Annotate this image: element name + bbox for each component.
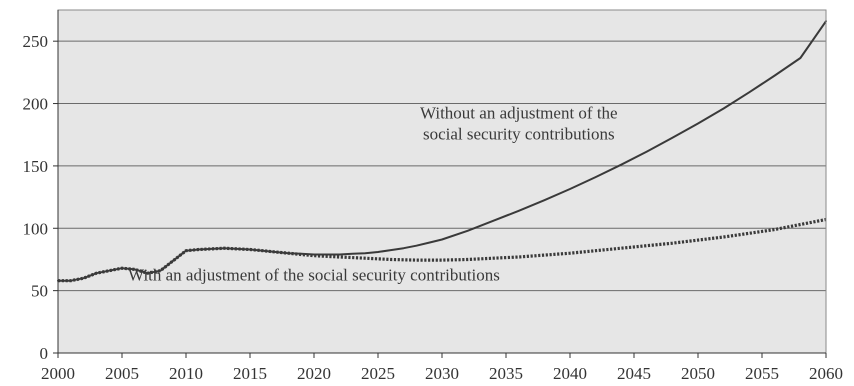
x-tick-label-2010: 2010 <box>169 364 203 383</box>
y-tick-label-100: 100 <box>23 219 49 238</box>
y-tick-label-0: 0 <box>40 344 49 363</box>
y-tick-label-150: 150 <box>23 157 49 176</box>
x-tick-label-2040: 2040 <box>553 364 587 383</box>
x-tick-label-2030: 2030 <box>425 364 459 383</box>
x-tick-label-2060: 2060 <box>809 364 843 383</box>
series-line-with-adjustment <box>58 217 827 283</box>
y-tick-label-50: 50 <box>31 282 48 301</box>
x-tick-label-2020: 2020 <box>297 364 331 383</box>
y-tick-label-250: 250 <box>23 32 49 51</box>
x-tick-label-2055: 2055 <box>745 364 779 383</box>
x-tick-label-2035: 2035 <box>489 364 523 383</box>
x-tick-label-2015: 2015 <box>233 364 267 383</box>
plot-area-background <box>58 10 826 353</box>
x-tick-label-2050: 2050 <box>681 364 715 383</box>
x-tick-label-2025: 2025 <box>361 364 395 383</box>
x-tick-labels: 2000 2005 2010 2015 2020 2025 2030 2035 2040 2045… <box>41 364 843 383</box>
x-tick-label-2045: 2045 <box>617 364 651 383</box>
annotation-without-line-2: social security contributions <box>423 125 615 144</box>
x-tick-label-2005: 2005 <box>105 364 139 383</box>
annotation-with-line-1: With an adjustment of the social securit… <box>128 266 500 285</box>
annotations: Without an adjustment of the social secur… <box>128 104 618 285</box>
axes <box>53 9 827 358</box>
series-line-without-adjustment <box>57 20 827 282</box>
y-tick-labels: 0 50 100 150 200 250 <box>23 32 49 363</box>
gridlines <box>58 40 826 292</box>
y-tick-label-200: 200 <box>23 95 49 114</box>
series-layer <box>57 20 827 283</box>
x-tick-label-2000: 2000 <box>41 364 75 383</box>
annotation-without-line-1: Without an adjustment of the <box>420 104 618 123</box>
